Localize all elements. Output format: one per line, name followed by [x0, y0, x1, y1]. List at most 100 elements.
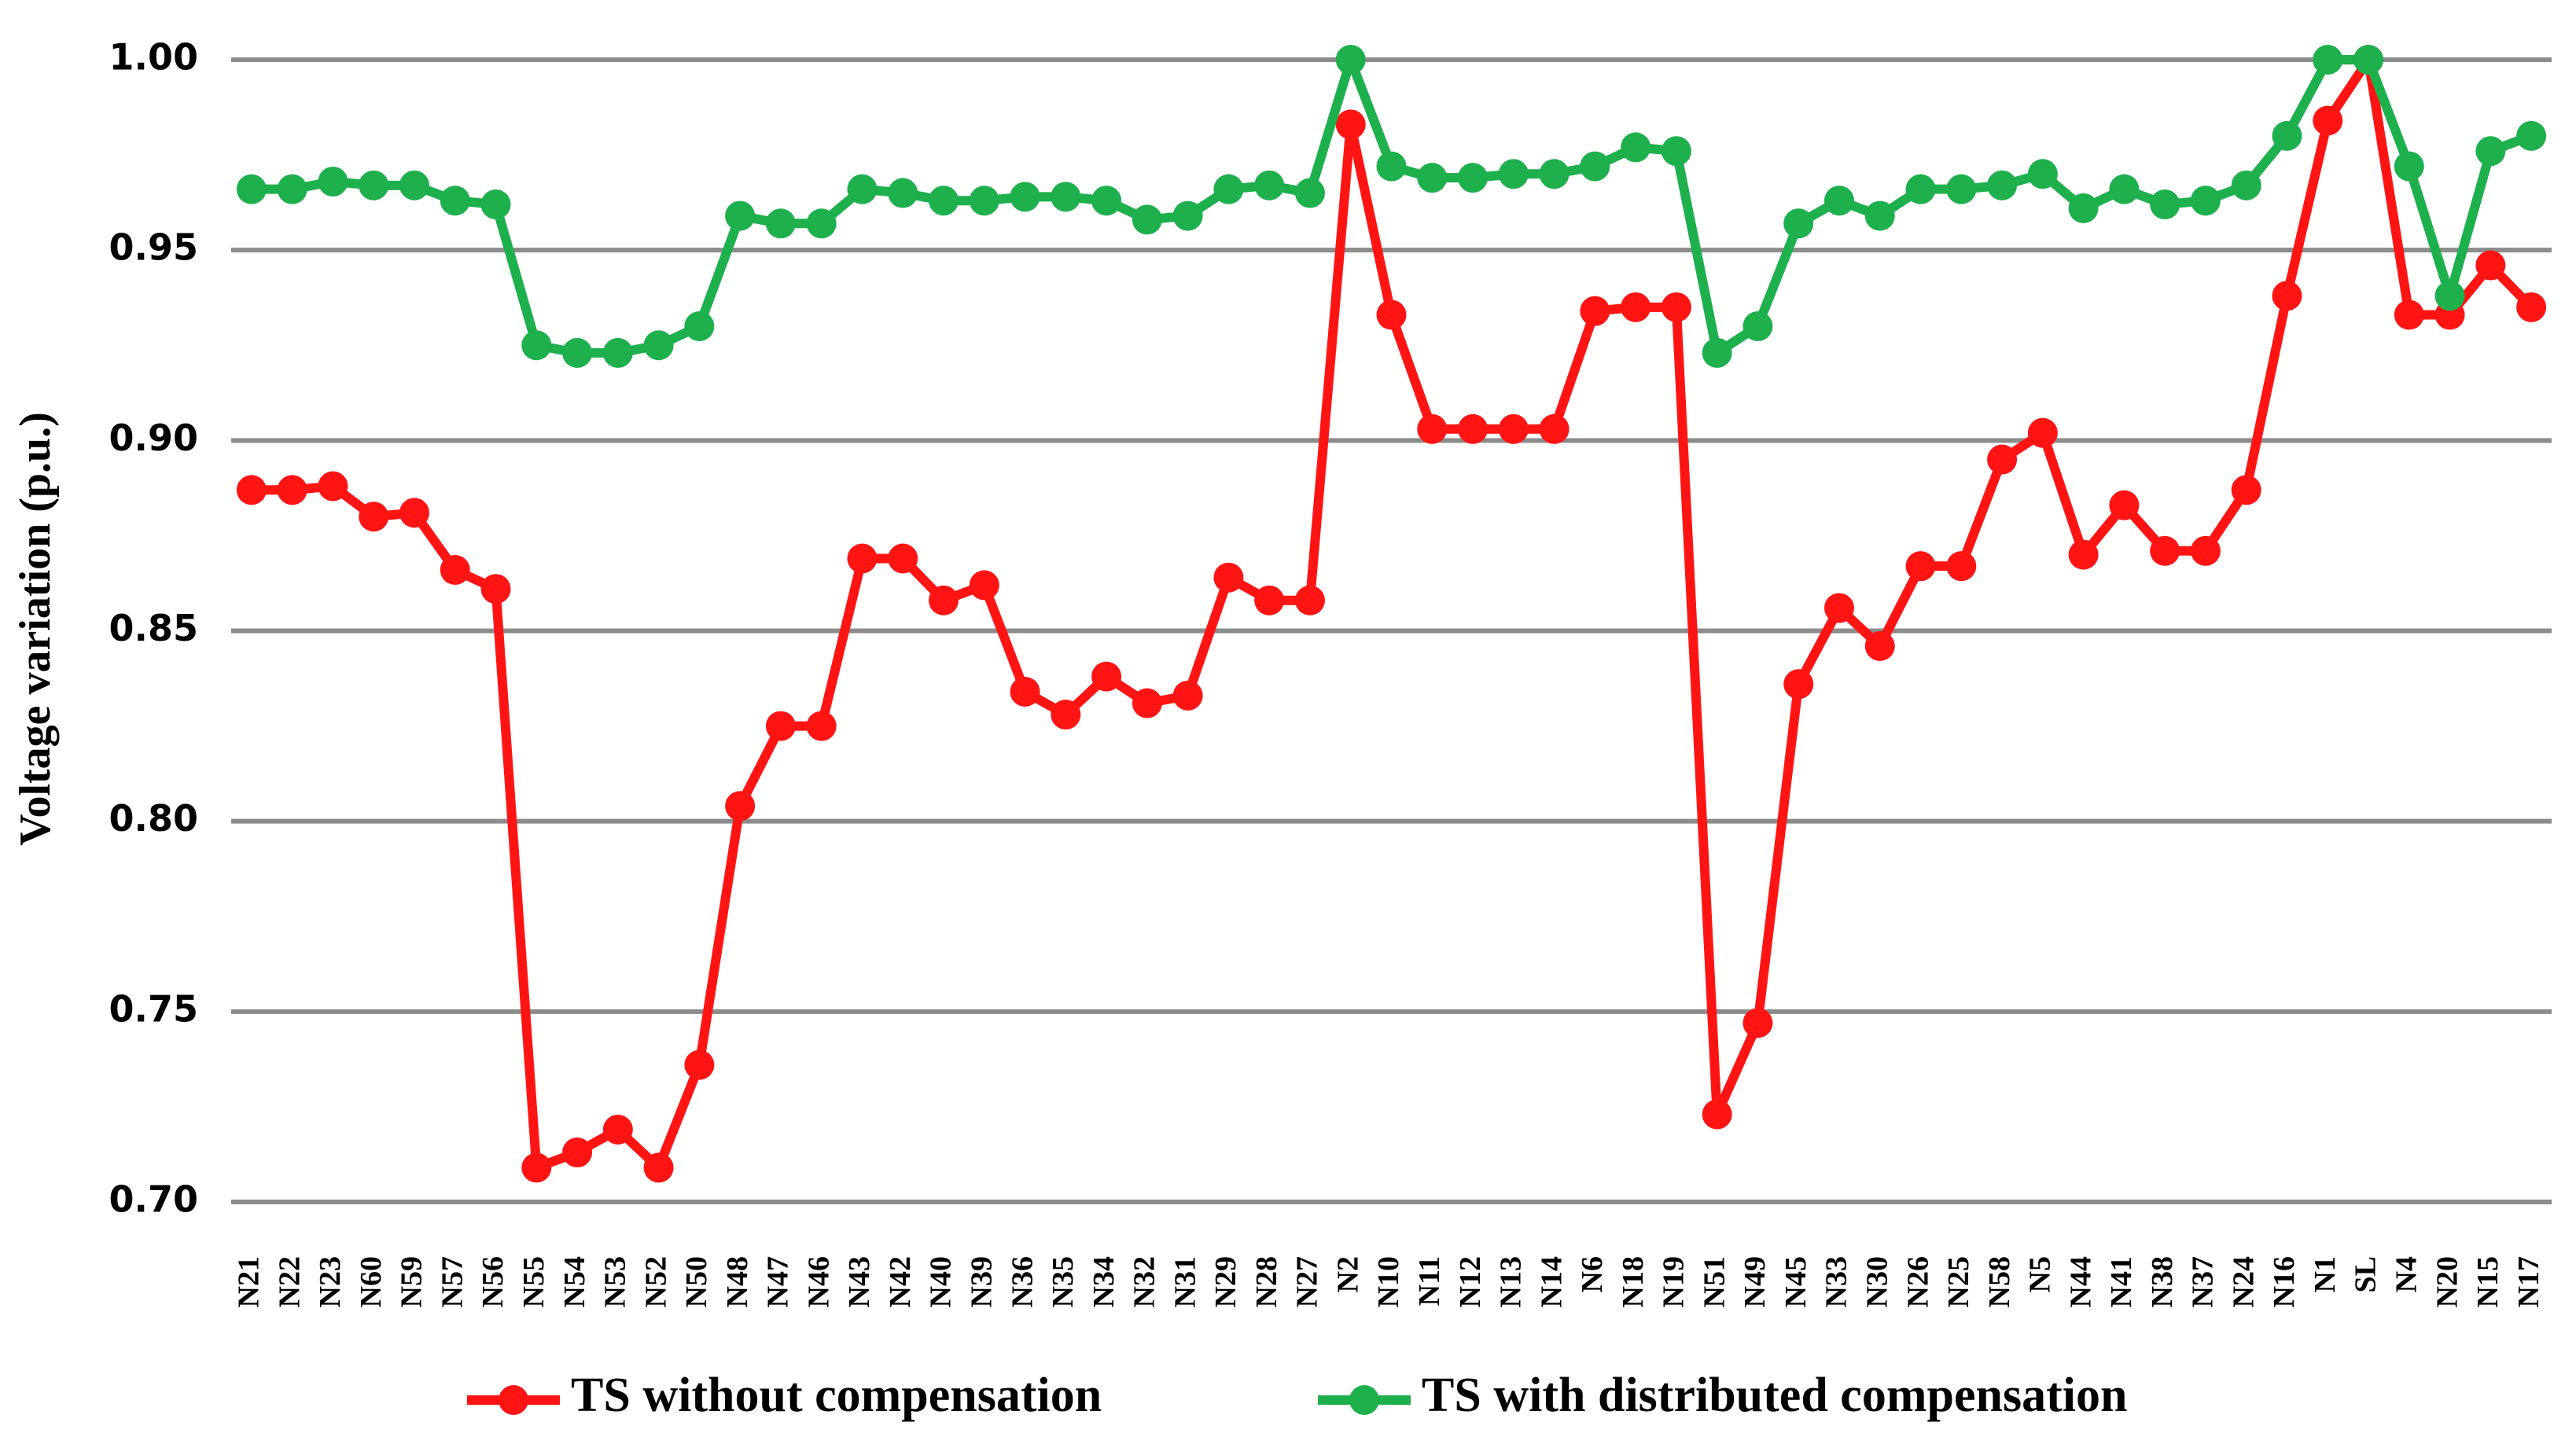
data-point	[1417, 163, 1448, 193]
data-point	[1335, 45, 1366, 75]
y-tick-label: 0.90	[109, 417, 199, 459]
data-point	[399, 498, 429, 528]
x-tick-label: N49	[1739, 1256, 1772, 1307]
x-tick-label: N16	[2268, 1256, 2301, 1307]
x-tick-label: N33	[1820, 1256, 1853, 1307]
x-tick-label: N11	[1413, 1256, 1446, 1306]
x-tick-label: N41	[2105, 1256, 2138, 1307]
data-point	[2109, 174, 2140, 204]
x-tick-label: N17	[2512, 1256, 2545, 1307]
data-point	[1294, 585, 1325, 616]
data-point	[1458, 163, 1489, 193]
data-point	[1172, 680, 1203, 711]
data-point	[1539, 413, 1570, 444]
x-tick-label: N10	[1372, 1256, 1405, 1307]
x-tick-label: N2	[1331, 1256, 1364, 1292]
data-point	[399, 170, 429, 200]
data-point	[1661, 292, 1691, 322]
data-point	[2109, 490, 2140, 520]
data-point	[929, 585, 959, 616]
data-point	[359, 170, 389, 200]
x-tick-label: N50	[680, 1256, 713, 1307]
x-tick-label: N54	[558, 1256, 591, 1307]
legend-marker	[499, 1385, 528, 1415]
x-tick-label: N1	[2309, 1256, 2342, 1292]
x-tick-label: N53	[599, 1256, 632, 1307]
x-tick-label: N58	[1983, 1256, 2016, 1307]
data-point	[1783, 208, 1814, 239]
x-tick-label: N18	[1617, 1256, 1650, 1307]
data-point	[440, 186, 470, 216]
x-tick-label: N25	[1942, 1256, 1975, 1307]
data-point	[1580, 151, 1610, 182]
data-point	[1132, 204, 1162, 235]
data-point	[1946, 174, 1977, 204]
y-tick-label: 0.70	[109, 1178, 199, 1221]
data-point	[1458, 413, 1489, 444]
x-tick-label: N51	[1698, 1256, 1731, 1307]
x-tick-label: N21	[233, 1256, 266, 1307]
data-point	[847, 543, 878, 574]
data-point	[1742, 311, 1773, 342]
data-point	[2150, 535, 2180, 566]
data-point	[969, 186, 999, 216]
x-tick-label: N20	[2431, 1256, 2464, 1307]
x-tick-label: N26	[1901, 1256, 1934, 1307]
x-tick-label: N23	[314, 1256, 347, 1307]
data-point	[1254, 585, 1285, 616]
data-point	[1010, 676, 1040, 707]
x-tick-label: N4	[2390, 1256, 2423, 1292]
y-tick-label: 0.80	[109, 797, 199, 840]
data-point	[602, 337, 633, 368]
data-point	[1376, 300, 1407, 330]
legend-marker	[1349, 1385, 1379, 1415]
data-point	[1213, 562, 1244, 593]
x-tick-label: N29	[1209, 1256, 1242, 1307]
data-point	[1539, 159, 1570, 189]
data-point	[1580, 296, 1610, 326]
x-tick-label: N47	[762, 1256, 795, 1307]
data-point	[1823, 593, 1854, 623]
data-point	[2516, 120, 2547, 151]
y-axis-title: Voltage variation (p.u.)	[11, 412, 60, 846]
data-point	[1213, 174, 1244, 204]
data-point	[562, 1137, 593, 1168]
x-tick-label: N27	[1291, 1256, 1324, 1307]
data-point	[2027, 159, 2058, 189]
data-point	[2190, 186, 2221, 216]
data-point	[236, 475, 267, 505]
data-point	[2190, 535, 2221, 566]
data-point	[2313, 45, 2343, 75]
data-point	[806, 711, 837, 741]
data-point	[318, 166, 348, 197]
x-tick-label: N31	[1168, 1256, 1202, 1307]
data-point	[765, 711, 796, 741]
x-tick-label: N55	[517, 1256, 550, 1307]
x-tick-label: SL	[2350, 1256, 2383, 1292]
data-point	[2231, 170, 2261, 200]
x-tick-label: N57	[436, 1256, 469, 1307]
data-point	[277, 475, 307, 505]
data-point	[1905, 174, 1936, 204]
data-point	[2068, 193, 2099, 223]
data-point	[521, 1152, 552, 1183]
data-point	[684, 1049, 715, 1080]
series-line	[251, 55, 2535, 1173]
data-point	[1661, 136, 1691, 167]
data-point	[480, 189, 511, 220]
x-tick-label: N30	[1860, 1256, 1893, 1307]
data-point	[2434, 281, 2465, 311]
data-point	[2150, 189, 2180, 220]
data-point	[684, 311, 715, 342]
x-tick-label: N34	[1087, 1256, 1121, 1307]
data-point	[277, 174, 307, 204]
x-tick-label: N44	[2064, 1256, 2097, 1307]
data-point	[1172, 200, 1203, 231]
data-point	[2272, 120, 2302, 151]
data-point	[2068, 539, 2099, 570]
x-tick-label: N40	[925, 1256, 958, 1307]
data-point	[1051, 700, 1081, 730]
x-tick-label: N28	[1250, 1256, 1283, 1307]
data-point	[725, 200, 756, 231]
data-point	[1417, 413, 1448, 444]
